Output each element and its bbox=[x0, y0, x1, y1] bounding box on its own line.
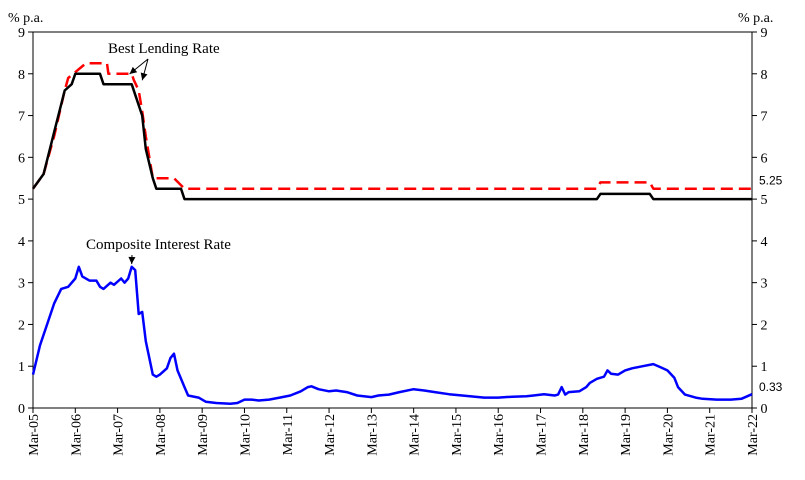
series-line-3 bbox=[31, 265, 753, 406]
x-tick-label: Mar-10 bbox=[238, 414, 253, 456]
y-tick-label-left: 2 bbox=[18, 318, 25, 333]
y-tick-label-left: 4 bbox=[18, 235, 25, 250]
x-tick-label: Mar-11 bbox=[281, 414, 296, 455]
y-tick-label-left: 5 bbox=[18, 193, 25, 208]
end-value-label: 5.25 bbox=[759, 174, 783, 188]
end-value-label: 0.33 bbox=[759, 380, 783, 394]
y-tick-label-right: 8 bbox=[761, 68, 768, 83]
axes: 0 0 1 1 2 2 3 3 4 4 5 5 6 6 7 7 8 8 9 9 Mar-05 Mar-06 Mar-07 Ma… bbox=[18, 26, 768, 456]
x-tick-label: Mar-17 bbox=[535, 414, 550, 456]
x-tick-label: Mar-20 bbox=[661, 414, 676, 456]
annotation-arrowhead bbox=[129, 66, 138, 74]
x-tick-label: Mar-07 bbox=[112, 414, 127, 456]
x-tick-label: Mar-15 bbox=[450, 414, 465, 456]
y-tick-label-right: 3 bbox=[761, 277, 768, 292]
x-tick-label: Mar-22 bbox=[746, 414, 761, 456]
y-tick-label-left: 7 bbox=[18, 110, 25, 125]
y-tick-label-left: 9 bbox=[18, 26, 25, 41]
left-axis-unit: % p.a. bbox=[8, 11, 43, 26]
x-tick-label: Mar-14 bbox=[408, 414, 423, 456]
x-tick-label: Mar-05 bbox=[27, 414, 42, 456]
y-tick-label-left: 1 bbox=[18, 360, 25, 375]
right-axis-unit: % p.a. bbox=[738, 11, 773, 26]
x-tick-label: Mar-16 bbox=[492, 414, 507, 456]
y-tick-label-right: 6 bbox=[761, 151, 768, 166]
y-tick-label-right: 4 bbox=[761, 235, 768, 250]
annotation-arrowhead bbox=[140, 72, 148, 81]
y-tick-label-left: 3 bbox=[18, 277, 25, 292]
x-tick-label: Mar-08 bbox=[154, 414, 169, 456]
annotation-label: Composite Interest Rate bbox=[86, 237, 231, 253]
x-tick-label: Mar-21 bbox=[704, 414, 719, 456]
y-tick-label-left: 6 bbox=[18, 151, 25, 166]
y-tick-label-right: 1 bbox=[761, 360, 768, 375]
x-tick-label: Mar-06 bbox=[69, 414, 84, 456]
x-tick-label: Mar-09 bbox=[196, 414, 211, 456]
annotation-label: Best Lending Rate bbox=[108, 41, 220, 57]
y-tick-label-right: 9 bbox=[761, 26, 768, 41]
x-tick-label: Mar-18 bbox=[577, 414, 592, 456]
y-tick-label-left: 0 bbox=[18, 402, 25, 417]
annotations: Best Lending Rate Composite Interest Rate… bbox=[86, 41, 783, 394]
y-tick-label-right: 5 bbox=[761, 193, 768, 208]
y-tick-label-left: 8 bbox=[18, 68, 25, 83]
y-tick-label-right: 2 bbox=[761, 318, 768, 333]
x-tick-label: Mar-19 bbox=[619, 414, 634, 456]
series-line-2 bbox=[31, 72, 752, 201]
series-layer bbox=[31, 62, 753, 406]
series-line-1 bbox=[31, 62, 752, 190]
y-tick-label-right: 7 bbox=[761, 110, 768, 125]
x-tick-label: Mar-12 bbox=[323, 414, 338, 456]
x-tick-label: Mar-13 bbox=[365, 414, 380, 456]
annotation-arrowhead bbox=[128, 256, 136, 265]
plot-frame bbox=[32, 31, 753, 409]
y-tick-label-right: 0 bbox=[761, 402, 768, 417]
